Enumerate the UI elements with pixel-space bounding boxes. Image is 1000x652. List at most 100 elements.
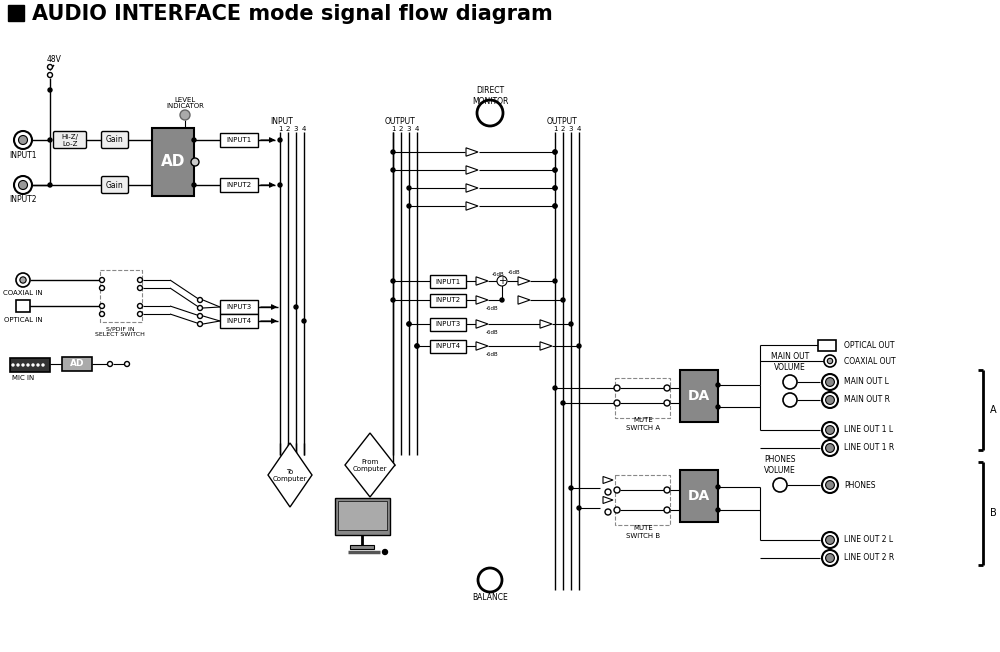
Circle shape — [14, 176, 32, 194]
Circle shape — [664, 507, 670, 513]
Circle shape — [198, 306, 202, 310]
Text: Gain: Gain — [106, 136, 124, 145]
Text: Gain: Gain — [106, 181, 124, 190]
Text: MAIN OUT R: MAIN OUT R — [844, 396, 890, 404]
Circle shape — [497, 276, 507, 286]
Text: MAIN OUT L: MAIN OUT L — [844, 378, 889, 387]
Polygon shape — [476, 319, 488, 328]
Circle shape — [824, 355, 836, 367]
Bar — [10, 358, 50, 372]
Circle shape — [48, 65, 52, 70]
Circle shape — [391, 150, 395, 154]
Circle shape — [822, 550, 838, 566]
Text: INPUT3: INPUT3 — [226, 304, 252, 310]
Bar — [220, 300, 258, 314]
Text: 3: 3 — [407, 126, 411, 132]
Text: 3: 3 — [569, 126, 573, 132]
Circle shape — [100, 278, 104, 282]
Bar — [338, 501, 387, 530]
Circle shape — [192, 138, 196, 142]
Circle shape — [500, 298, 504, 302]
Circle shape — [48, 138, 52, 142]
Circle shape — [48, 183, 52, 187]
Text: INPUT4: INPUT4 — [226, 318, 252, 324]
Text: +: + — [498, 276, 506, 286]
Text: AUDIO INTERFACE mode signal flow diagram: AUDIO INTERFACE mode signal flow diagram — [32, 4, 553, 24]
Polygon shape — [603, 497, 613, 503]
Circle shape — [716, 383, 720, 387]
Circle shape — [278, 138, 282, 142]
Text: -6dB: -6dB — [486, 351, 498, 357]
Circle shape — [407, 204, 411, 208]
Bar — [430, 275, 466, 288]
Text: B: B — [990, 508, 996, 518]
Circle shape — [664, 487, 670, 493]
Text: INPUT1: INPUT1 — [226, 137, 252, 143]
Circle shape — [826, 396, 834, 404]
Text: To: To — [286, 469, 294, 475]
Bar — [615, 475, 670, 525]
Text: Computer: Computer — [273, 475, 307, 481]
Circle shape — [391, 298, 395, 302]
Text: OUTPUT: OUTPUT — [547, 117, 577, 126]
Text: INPUT4: INPUT4 — [435, 344, 461, 349]
Polygon shape — [476, 296, 488, 304]
Polygon shape — [540, 342, 552, 350]
Text: 4: 4 — [302, 126, 306, 132]
Text: MUTE
SWITCH A: MUTE SWITCH A — [626, 417, 660, 430]
Text: INPUT: INPUT — [271, 117, 293, 126]
Circle shape — [716, 405, 720, 409]
Circle shape — [826, 535, 834, 544]
Circle shape — [391, 279, 395, 283]
FancyBboxPatch shape — [102, 177, 128, 194]
Text: OPTICAL OUT: OPTICAL OUT — [844, 340, 895, 349]
Text: DIRECT
MONITOR: DIRECT MONITOR — [472, 86, 508, 106]
Circle shape — [198, 314, 202, 318]
Text: Computer: Computer — [353, 466, 387, 471]
Circle shape — [100, 312, 104, 316]
Circle shape — [191, 158, 199, 166]
Circle shape — [822, 392, 838, 408]
Text: 4: 4 — [415, 126, 419, 132]
Text: INPUT3: INPUT3 — [435, 321, 461, 327]
Circle shape — [382, 550, 388, 554]
Circle shape — [614, 400, 620, 406]
Circle shape — [826, 378, 834, 387]
Circle shape — [478, 568, 502, 592]
Circle shape — [415, 344, 419, 348]
Circle shape — [391, 168, 395, 172]
Text: A: A — [990, 405, 996, 415]
Circle shape — [14, 131, 32, 149]
Circle shape — [294, 305, 298, 309]
Circle shape — [716, 485, 720, 489]
Circle shape — [407, 186, 411, 190]
Text: 1: 1 — [278, 126, 282, 132]
Text: MUTE
SWITCH B: MUTE SWITCH B — [626, 526, 660, 539]
Bar — [220, 314, 258, 328]
Circle shape — [192, 183, 196, 187]
Text: PHONES: PHONES — [844, 481, 876, 490]
Polygon shape — [466, 148, 478, 156]
Circle shape — [783, 375, 797, 389]
Circle shape — [407, 322, 411, 326]
Circle shape — [822, 532, 838, 548]
Bar — [8, 5, 24, 21]
Circle shape — [605, 509, 611, 515]
Bar — [818, 340, 836, 351]
Text: INPUT2: INPUT2 — [435, 297, 461, 303]
Text: LINE OUT 2 L: LINE OUT 2 L — [844, 535, 893, 544]
Circle shape — [553, 186, 557, 190]
Circle shape — [12, 364, 14, 366]
Circle shape — [822, 422, 838, 438]
Text: 3: 3 — [294, 126, 298, 132]
Circle shape — [826, 554, 834, 563]
Circle shape — [198, 321, 202, 327]
Circle shape — [32, 364, 34, 366]
Text: -6dB: -6dB — [486, 329, 498, 334]
Text: -6dB: -6dB — [486, 306, 498, 310]
Text: 2: 2 — [561, 126, 565, 132]
Circle shape — [198, 297, 202, 303]
Circle shape — [577, 344, 581, 348]
Circle shape — [553, 168, 557, 172]
Circle shape — [16, 273, 30, 287]
